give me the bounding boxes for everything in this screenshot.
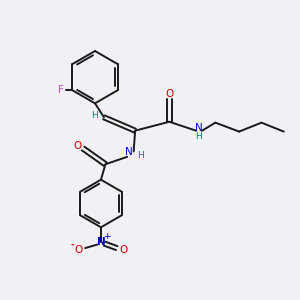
Text: +: + (103, 232, 111, 241)
Text: O: O (74, 141, 82, 151)
Text: N: N (195, 123, 202, 133)
Text: F: F (58, 85, 64, 95)
Text: O: O (74, 245, 83, 255)
Text: -: - (71, 241, 75, 250)
Text: H: H (195, 132, 202, 141)
Text: O: O (165, 88, 173, 98)
Text: N: N (125, 147, 133, 157)
Text: H: H (91, 111, 98, 120)
Text: O: O (120, 245, 128, 255)
Text: H: H (137, 151, 144, 160)
Text: N: N (97, 237, 105, 247)
